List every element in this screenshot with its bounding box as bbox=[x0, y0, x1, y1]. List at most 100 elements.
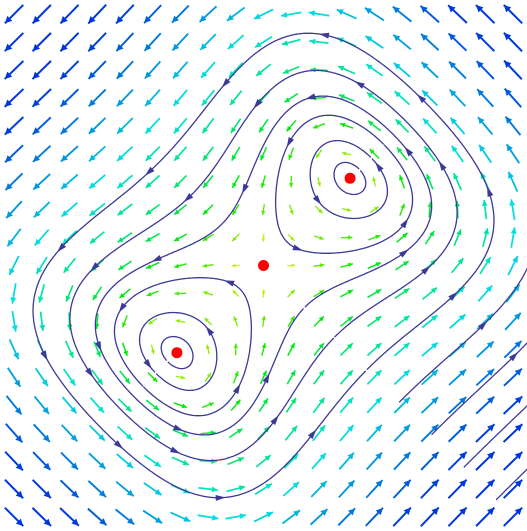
field-arrowhead bbox=[318, 397, 325, 404]
streamline bbox=[309, 139, 389, 220]
field-arrowhead bbox=[347, 425, 354, 432]
field-arrowhead bbox=[503, 32, 512, 41]
field-arrowhead bbox=[449, 89, 457, 97]
field-arrowhead bbox=[264, 455, 271, 461]
equilibria bbox=[171, 172, 356, 359]
field-arrowhead bbox=[70, 462, 78, 470]
field-arrowhead bbox=[145, 209, 152, 215]
field-arrowhead bbox=[375, 480, 383, 488]
field-arrowhead bbox=[97, 406, 104, 413]
streamline bbox=[94, 95, 433, 436]
field-arrowhead bbox=[5, 155, 13, 163]
field-arrowhead bbox=[450, 117, 457, 125]
field-arrowhead bbox=[118, 264, 125, 270]
field-arrowhead bbox=[97, 378, 103, 385]
field-arrowhead bbox=[426, 174, 432, 180]
field-arrowhead bbox=[431, 342, 438, 349]
field-arrowhead bbox=[202, 236, 208, 241]
field-arrowhead bbox=[290, 397, 297, 404]
field-arrowhead bbox=[399, 175, 404, 181]
field-arrowhead bbox=[291, 425, 298, 433]
field-arrowhead bbox=[125, 433, 133, 440]
field-arrowhead bbox=[229, 98, 236, 106]
field-arrowhead bbox=[431, 369, 438, 377]
field-arrowhead bbox=[403, 507, 411, 515]
field-arrowhead bbox=[202, 263, 208, 268]
field-arrowhead bbox=[256, 70, 263, 76]
field-arrowhead bbox=[95, 351, 101, 357]
field-arrowhead bbox=[510, 227, 517, 234]
field-arrowhead bbox=[181, 403, 187, 409]
field-arrowhead bbox=[375, 262, 382, 267]
field-arrowhead bbox=[32, 15, 41, 24]
field-arrowhead bbox=[514, 424, 523, 432]
field-arrowhead bbox=[145, 264, 152, 269]
field-arrowhead bbox=[454, 200, 461, 207]
field-arrowhead bbox=[32, 99, 40, 107]
field-arrowhead bbox=[459, 396, 467, 404]
field-arrowhead bbox=[43, 518, 52, 526]
field-arrowhead bbox=[483, 228, 489, 235]
field-arrowhead bbox=[122, 322, 127, 328]
field-arrowhead bbox=[459, 507, 467, 516]
field-arrowhead bbox=[486, 341, 494, 349]
field-arrowhead bbox=[116, 43, 124, 52]
field-arrowhead bbox=[201, 99, 208, 106]
field-arrowhead bbox=[375, 370, 382, 377]
field-arrowhead bbox=[153, 404, 160, 411]
field-arrowhead bbox=[116, 99, 124, 107]
field-arrowhead bbox=[236, 428, 243, 434]
field-arrowhead bbox=[487, 396, 495, 404]
field-arrowhead bbox=[310, 67, 316, 73]
field-arrowhead bbox=[14, 407, 22, 415]
field-arrowhead bbox=[422, 90, 429, 97]
field-arrowhead bbox=[15, 462, 23, 471]
field-arrowhead bbox=[60, 43, 68, 52]
field-arrowhead bbox=[262, 398, 268, 405]
field-arrowhead bbox=[420, 5, 428, 13]
field-arrowhead bbox=[372, 177, 377, 182]
field-arrowhead bbox=[375, 316, 382, 322]
field-arrowhead bbox=[33, 182, 41, 190]
field-arrowhead bbox=[4, 43, 13, 52]
field-arrowhead bbox=[63, 266, 70, 273]
field-arrowhead bbox=[319, 481, 327, 488]
field-arrowhead bbox=[504, 60, 512, 69]
field-arrowhead bbox=[260, 154, 265, 161]
field-arrowhead bbox=[375, 289, 382, 295]
field-arrowhead bbox=[211, 486, 218, 493]
field-arrowhead bbox=[117, 237, 124, 243]
field-arrowhead bbox=[431, 315, 438, 322]
field-arrowhead bbox=[284, 97, 291, 103]
field-arrowhead bbox=[231, 263, 236, 268]
field-arrowhead bbox=[402, 232, 408, 238]
field-arrowhead bbox=[230, 127, 237, 134]
field-arrowhead bbox=[347, 343, 353, 349]
field-arrowhead bbox=[514, 479, 523, 488]
field-arrowhead bbox=[146, 291, 152, 297]
field-arrowhead bbox=[485, 285, 493, 293]
field-arrowhead bbox=[421, 62, 429, 69]
field-arrowhead bbox=[88, 71, 96, 79]
field-arrowhead bbox=[261, 237, 266, 242]
field-arrowhead bbox=[232, 290, 237, 295]
field-arrowhead bbox=[477, 89, 485, 97]
field-arrowhead bbox=[397, 147, 403, 154]
field-arrowhead bbox=[514, 396, 523, 404]
field-arrowhead bbox=[290, 342, 295, 349]
field-arrowhead bbox=[364, 7, 372, 15]
field-arrowhead bbox=[199, 15, 207, 22]
field-arrowhead bbox=[98, 490, 106, 498]
field-arrowhead bbox=[62, 238, 69, 245]
field-arrowhead bbox=[308, 10, 316, 17]
field-arrowhead bbox=[486, 313, 494, 321]
field-arrowhead bbox=[481, 200, 488, 207]
field-arrowhead bbox=[70, 434, 78, 442]
field-arrowhead bbox=[318, 370, 325, 377]
field-arrowhead bbox=[61, 182, 69, 189]
field-arrowhead bbox=[283, 68, 290, 74]
field-arrowhead bbox=[182, 459, 189, 466]
field-arrowhead bbox=[173, 127, 180, 134]
field-arrowhead bbox=[98, 462, 106, 469]
